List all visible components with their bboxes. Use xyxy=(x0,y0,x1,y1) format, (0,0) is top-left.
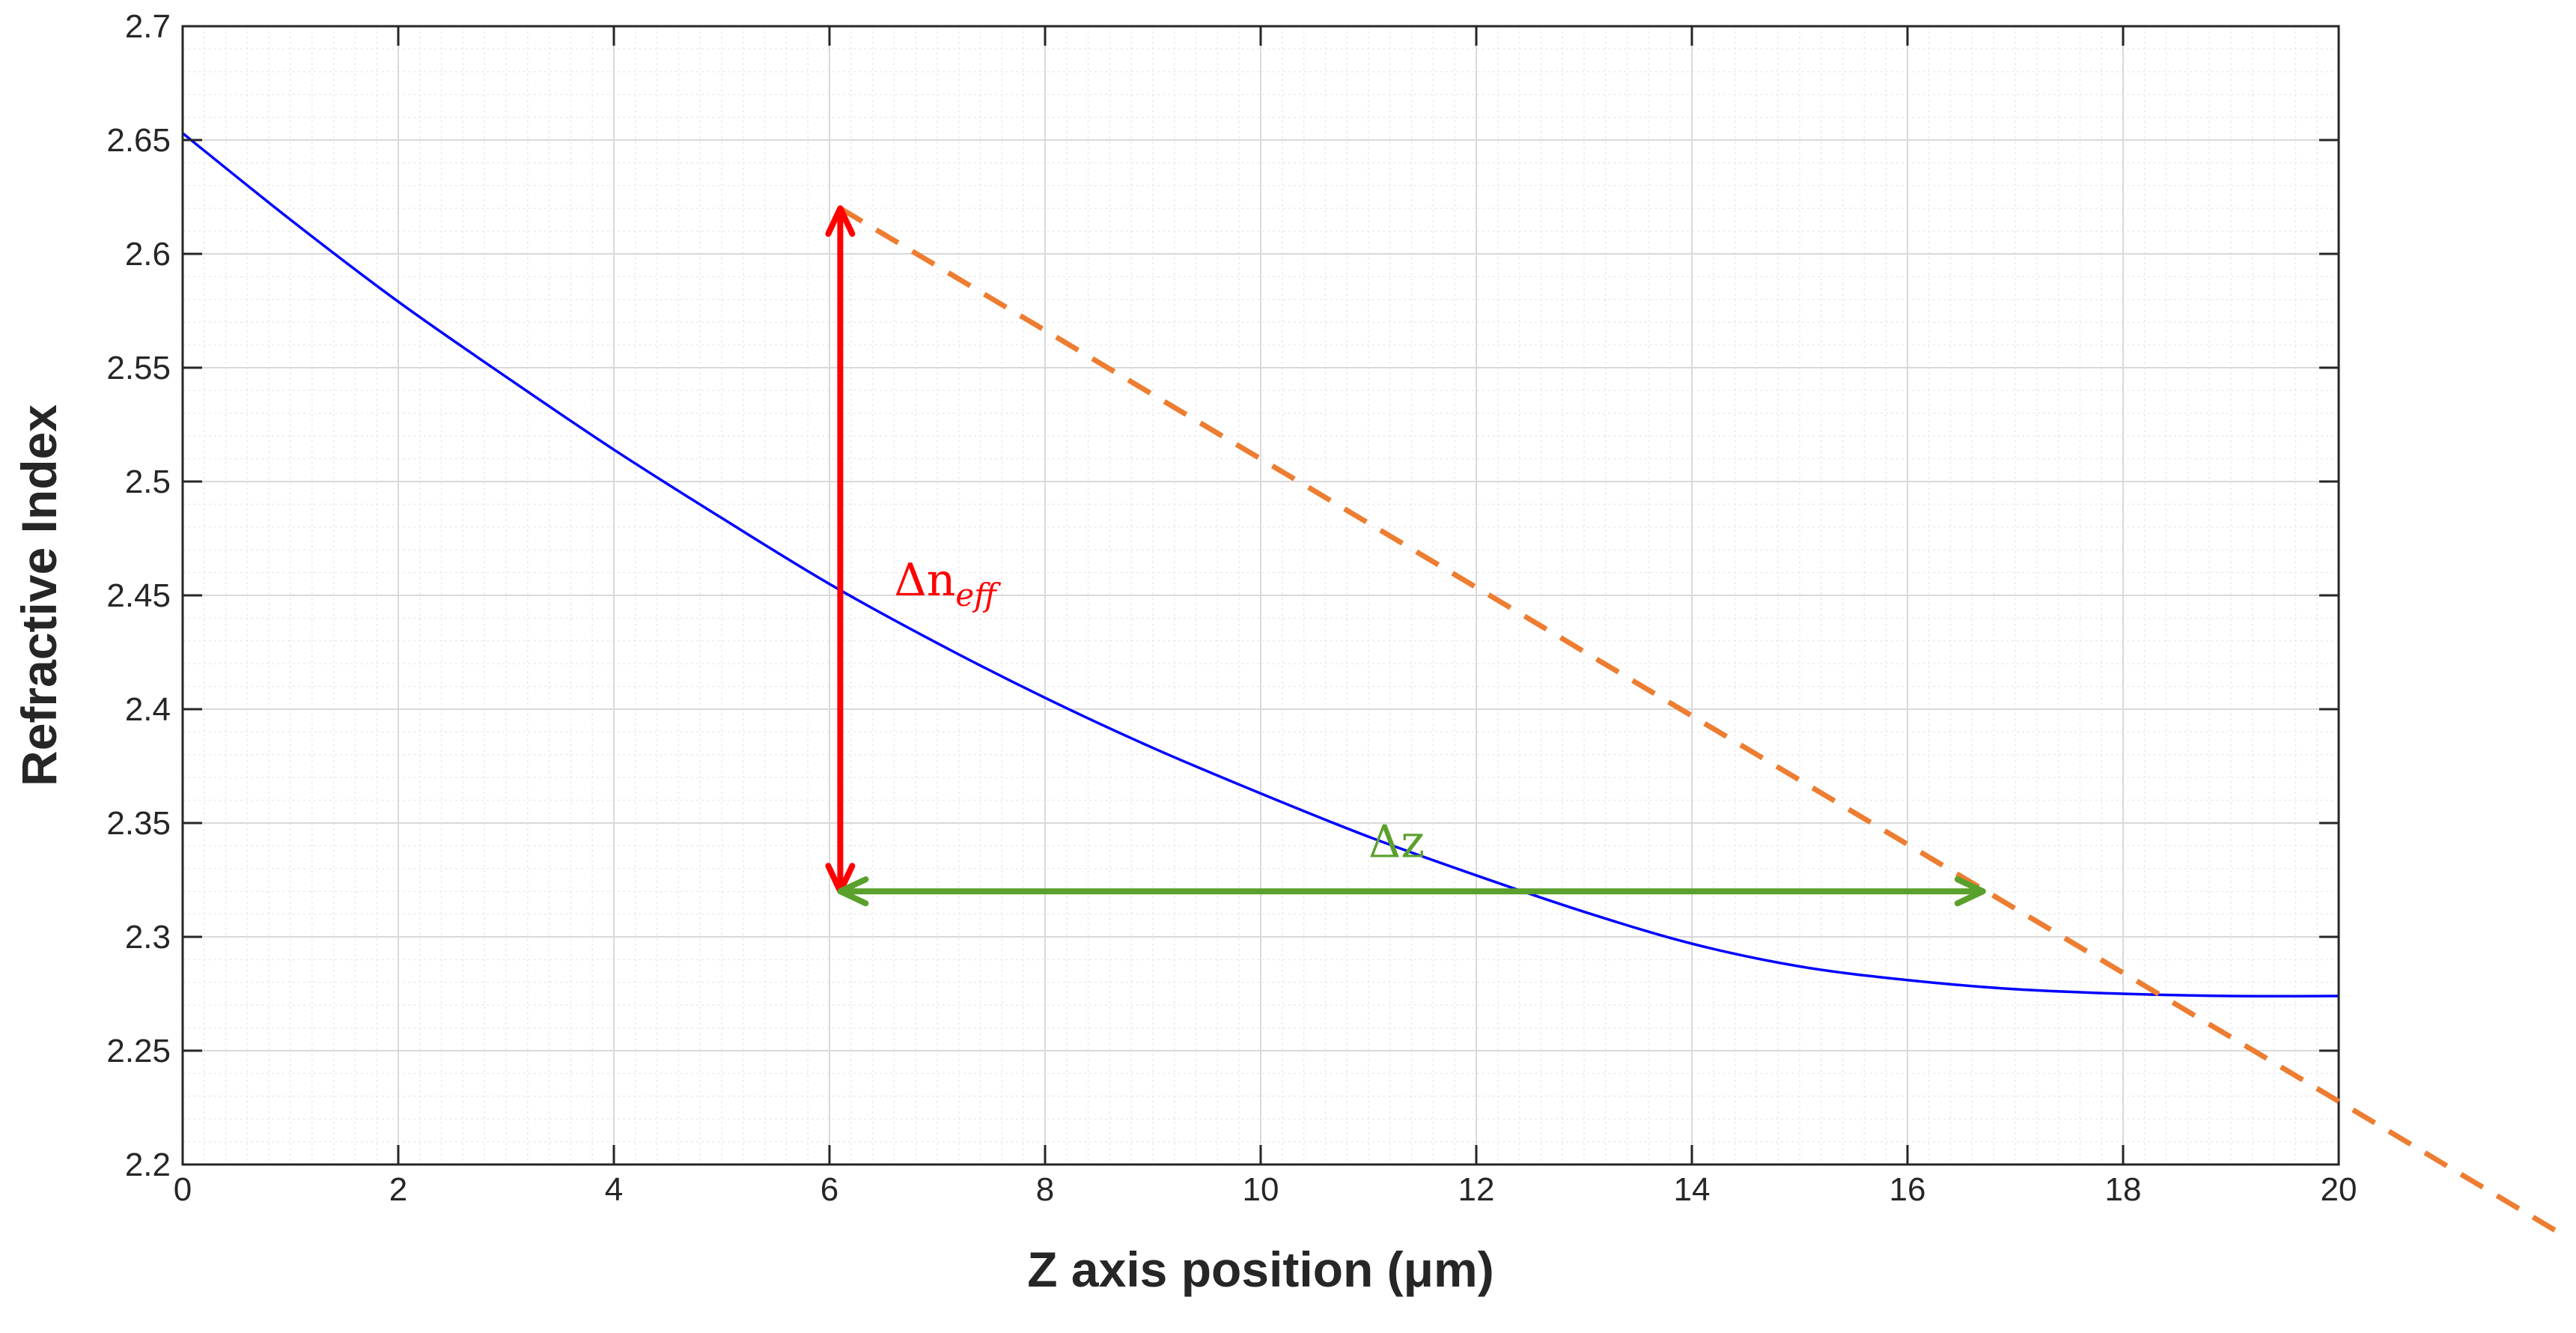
y-tick-label: 2.25 xyxy=(106,1033,171,1069)
annotation-layer: Δneff Δz xyxy=(825,205,2562,1236)
x-tick-label: 8 xyxy=(1036,1171,1054,1208)
delta-n-arrow-head-top xyxy=(825,205,856,237)
y-axis-label: Refractive Index xyxy=(11,404,67,786)
y-tick-label: 2.5 xyxy=(125,464,171,500)
y-tick-label: 2.35 xyxy=(106,805,171,842)
y-tick-label: 2.4 xyxy=(125,691,171,728)
delta-z-arrow-head-right xyxy=(1954,876,1986,907)
x-axis-label: Z axis position (μm) xyxy=(1027,1242,1493,1297)
series-layer xyxy=(183,132,2339,998)
x-tick-label: 18 xyxy=(2105,1171,2142,1208)
y-tick-label: 2.2 xyxy=(125,1147,171,1183)
x-tick-label: 12 xyxy=(1458,1171,1495,1208)
delta-z-arrow-head-left xyxy=(837,876,869,907)
series-line-0 xyxy=(183,132,2339,998)
x-tick-label: 10 xyxy=(1243,1171,1279,1208)
x-tick-label: 2 xyxy=(389,1171,407,1208)
delta-z-label: Δz xyxy=(1368,816,1425,869)
delta-n-label: Δneff xyxy=(894,554,1001,613)
delta-n-label-main: Δn xyxy=(894,554,955,607)
tick-labels: 0 2 4 6 8 10 12 14 16 18 20 2.2 2.25 2.3 2.35 2.4 2.45 2.… xyxy=(106,8,2357,1208)
y-tick-label: 2.7 xyxy=(125,8,171,45)
minor-grid xyxy=(183,26,2339,1165)
y-tick-label: 2.45 xyxy=(106,577,171,614)
x-tick-label: 16 xyxy=(1890,1171,1926,1208)
y-tick-label: 2.3 xyxy=(125,919,171,956)
y-tick-label: 2.6 xyxy=(125,236,171,273)
x-tick-label: 14 xyxy=(1674,1171,1711,1208)
y-tick-label: 2.55 xyxy=(106,350,171,386)
x-tick-label: 0 xyxy=(174,1171,192,1208)
x-tick-label: 6 xyxy=(820,1171,838,1208)
axis-ticks xyxy=(181,25,2340,1166)
delta-n-label-sub: eff xyxy=(955,577,1001,613)
x-tick-label: 20 xyxy=(2321,1171,2357,1208)
y-tick-label: 2.65 xyxy=(106,122,171,159)
x-tick-label: 4 xyxy=(605,1171,623,1208)
